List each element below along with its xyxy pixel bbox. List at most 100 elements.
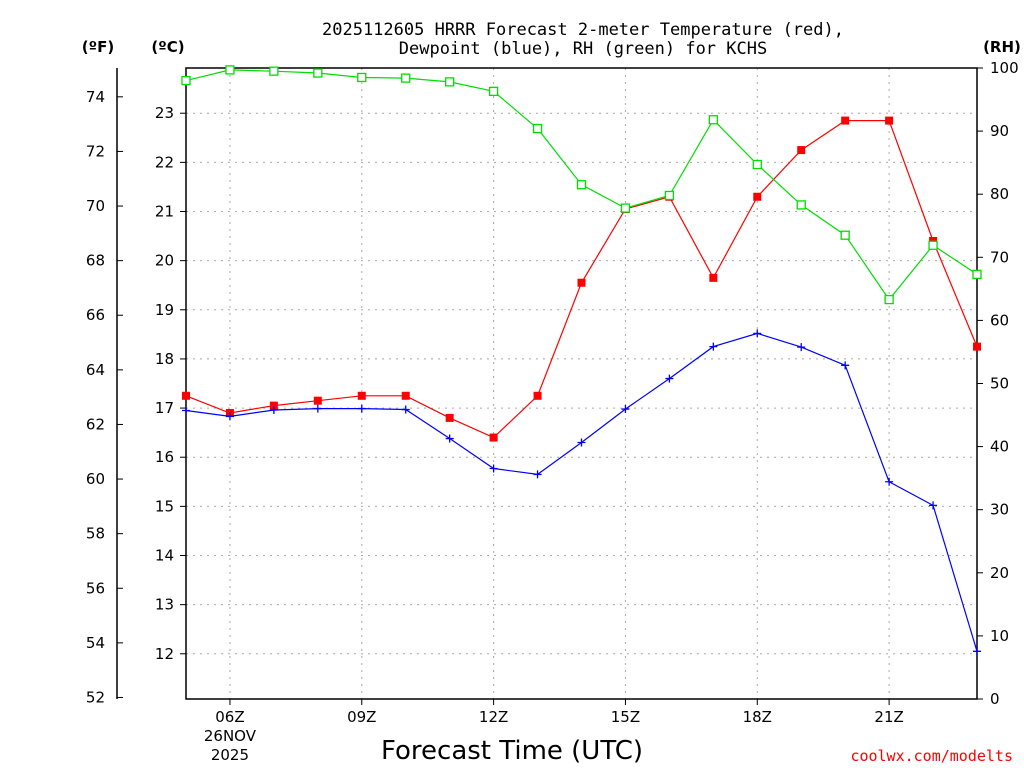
temperature-point: [445, 413, 454, 422]
axes: 52 54 56 58 60 62 64 66 68 70 72 74 12 13 14 15 16 17 18 19…: [86, 59, 1019, 764]
dewpoint-point: [225, 412, 234, 421]
rh-point: [532, 123, 543, 134]
rh-tick-label: 50: [990, 375, 1009, 393]
fahrenheit-tick-label: 72: [86, 142, 105, 160]
rh-point: [488, 86, 499, 96]
fahrenheit-tick-label: 52: [86, 688, 105, 706]
dewpoint-point: [357, 404, 366, 413]
dewpoint-point: [401, 405, 410, 414]
rh-tick-label: 30: [990, 501, 1009, 519]
rh-point: [972, 269, 982, 279]
celsius-tick-label: 19: [155, 301, 174, 319]
fahrenheit-tick-label: 74: [86, 88, 105, 106]
celsius-tick-label: 21: [155, 202, 174, 220]
dewpoint-point: [753, 329, 762, 338]
rh-tick-label: 100: [990, 59, 1019, 77]
temperature-point: [753, 192, 762, 201]
fahrenheit-tick-label: 54: [86, 634, 105, 652]
chart-title-line1: 2025112605 HRRR Forecast 2-meter Tempera…: [322, 20, 844, 40]
x-tick-label: 15Z: [611, 708, 640, 726]
rh-tick-label: 40: [990, 438, 1009, 456]
rh-point: [928, 240, 938, 250]
temperature-point: [401, 391, 410, 400]
x-tick-label: 21Z: [874, 708, 903, 726]
temperature-point: [797, 146, 806, 155]
rh-point: [313, 68, 323, 78]
celsius-tick-label: 15: [155, 497, 174, 515]
fahrenheit-tick-label: 64: [86, 361, 105, 379]
temperature-point: [973, 342, 981, 351]
fahrenheit-tick-label: 60: [86, 470, 105, 488]
celsius-tick-label: 13: [155, 596, 174, 614]
temperature-point: [885, 116, 894, 125]
celsius-unit-label: (ºC): [151, 38, 184, 56]
temperature-point: [269, 401, 278, 410]
dewpoint-point: [665, 374, 674, 383]
dewpoint-point: [445, 434, 454, 443]
dewpoint-point: [621, 405, 630, 414]
fahrenheit-tick-label: 58: [86, 525, 105, 543]
rh-tick-label: 70: [990, 248, 1009, 266]
fahrenheit-tick-label: 56: [86, 579, 105, 597]
rh-point: [445, 77, 455, 87]
fahrenheit-tick-label: 62: [86, 415, 105, 433]
temperature-point: [533, 391, 542, 400]
x-axis-label: Forecast Time (UTC): [381, 736, 643, 766]
celsius-tick-label: 14: [155, 547, 174, 565]
rh-point: [708, 115, 718, 125]
dewpoint-point: [841, 361, 850, 370]
rh-point: [884, 294, 894, 305]
credit-link[interactable]: coolwx.com/modelts: [850, 747, 1013, 765]
dewpoint-point: [885, 477, 894, 486]
fahrenheit-unit-label: (ºF): [82, 38, 114, 56]
x-tick-year-label: 2025: [211, 746, 249, 764]
fahrenheit-tick-label: 68: [86, 252, 105, 270]
dewpoint-point: [797, 343, 806, 352]
temperature-point: [357, 391, 366, 400]
temperature-point: [577, 278, 586, 287]
series-layer: [181, 65, 982, 656]
fahrenheit-tick-label: 70: [86, 197, 105, 215]
temperature-point: [182, 391, 190, 400]
rh-tick-label: 0: [990, 690, 1000, 708]
x-tick-label: 06Z: [215, 708, 244, 726]
dewpoint-point: [489, 464, 498, 473]
rh-point: [752, 159, 762, 170]
rh-tick-label: 20: [990, 564, 1009, 582]
dewpoint-point: [182, 406, 190, 415]
rh-point: [357, 72, 367, 83]
rh-point: [620, 203, 631, 213]
rh-tick-label: 90: [990, 122, 1009, 140]
temperature-point: [313, 396, 322, 405]
dewpoint-point: [709, 342, 718, 351]
temperature-point: [709, 273, 718, 282]
dewpoint-point: [929, 501, 938, 510]
dewpoint-point: [269, 406, 278, 415]
dewpoint-point: [533, 470, 542, 479]
x-tick-label: 09Z: [347, 708, 376, 726]
x-tick-label: 12Z: [479, 708, 508, 726]
rh-point: [225, 65, 235, 75]
celsius-tick-label: 16: [155, 448, 174, 466]
dewpoint-point: [973, 647, 981, 656]
temperature-point: [841, 116, 850, 125]
celsius-tick-label: 17: [155, 399, 174, 417]
rh-point: [576, 180, 587, 190]
rh-point: [664, 190, 675, 201]
rh-unit-label: (RH): [983, 38, 1021, 56]
dewpoint-line: [185, 332, 978, 652]
fahrenheit-tick-label: 66: [86, 306, 105, 324]
dewpoint-point: [313, 404, 322, 413]
rh-point: [269, 66, 279, 76]
rh-tick-label: 60: [990, 311, 1009, 329]
rh-point: [796, 200, 806, 210]
x-tick-date-label: 26NOV: [204, 727, 257, 745]
rh-tick-label: 80: [990, 185, 1009, 203]
temperature-point: [489, 433, 498, 442]
celsius-tick-label: 20: [155, 252, 174, 270]
celsius-tick-label: 22: [155, 153, 174, 171]
celsius-tick-label: 12: [155, 645, 174, 663]
dewpoint-point: [577, 438, 586, 447]
celsius-tick-label: 23: [155, 104, 174, 122]
